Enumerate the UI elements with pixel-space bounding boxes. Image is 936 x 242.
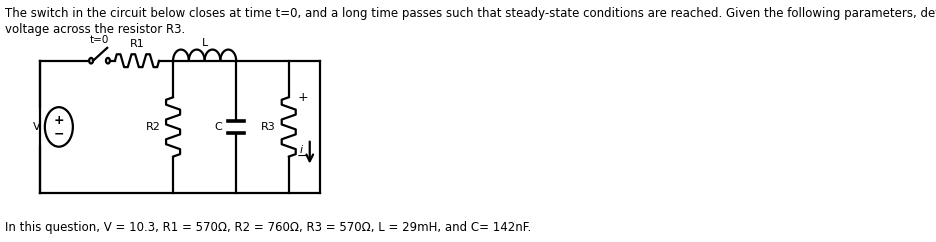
Text: −: − bbox=[53, 127, 64, 140]
Text: L: L bbox=[201, 38, 208, 48]
Text: The switch in the circuit below closes at time t=0, and a long time passes such : The switch in the circuit below closes a… bbox=[5, 7, 936, 20]
Text: +: + bbox=[53, 113, 64, 127]
Text: R2: R2 bbox=[145, 122, 160, 132]
Text: R1: R1 bbox=[129, 39, 144, 49]
Text: voltage across the resistor R3.: voltage across the resistor R3. bbox=[5, 23, 185, 36]
Text: C: C bbox=[214, 122, 222, 132]
Text: i: i bbox=[300, 145, 302, 155]
Text: R3: R3 bbox=[261, 122, 276, 132]
Text: −: − bbox=[297, 150, 307, 163]
Text: V: V bbox=[33, 122, 40, 132]
Text: t=0: t=0 bbox=[90, 35, 110, 45]
Text: In this question, V = 10.3, R1 = 570Ω, R2 = 760Ω, R3 = 570Ω, L = 29mH, and C= 14: In this question, V = 10.3, R1 = 570Ω, R… bbox=[5, 221, 531, 234]
Text: +: + bbox=[297, 91, 307, 104]
